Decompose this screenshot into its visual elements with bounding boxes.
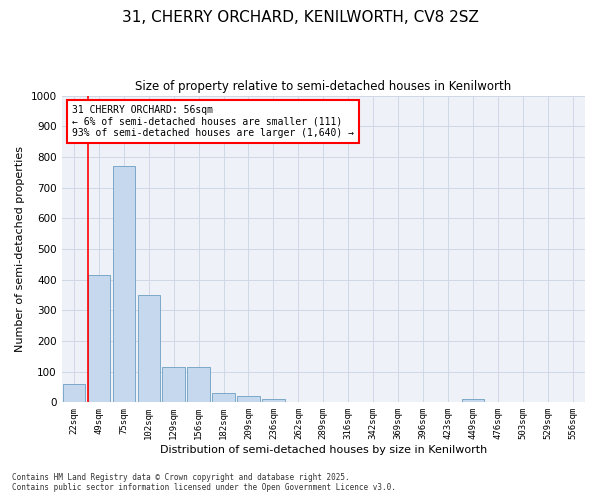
Bar [88, 275, 110, 402]
Bar [237, 396, 260, 402]
Text: 31, CHERRY ORCHARD, KENILWORTH, CV8 2SZ: 31, CHERRY ORCHARD, KENILWORTH, CV8 2SZ [122, 10, 478, 25]
Bar [262, 400, 284, 402]
X-axis label: Distribution of semi-detached houses by size in Kenilworth: Distribution of semi-detached houses by … [160, 445, 487, 455]
Text: Contains HM Land Registry data © Crown copyright and database right 2025.
Contai: Contains HM Land Registry data © Crown c… [12, 473, 396, 492]
Bar [63, 384, 85, 402]
Title: Size of property relative to semi-detached houses in Kenilworth: Size of property relative to semi-detach… [135, 80, 511, 93]
Bar [113, 166, 135, 402]
Bar [163, 367, 185, 402]
Bar [212, 393, 235, 402]
Bar [187, 367, 210, 402]
Text: 31 CHERRY ORCHARD: 56sqm
← 6% of semi-detached houses are smaller (111)
93% of s: 31 CHERRY ORCHARD: 56sqm ← 6% of semi-de… [72, 105, 354, 138]
Y-axis label: Number of semi-detached properties: Number of semi-detached properties [15, 146, 25, 352]
Bar [461, 400, 484, 402]
Bar [137, 295, 160, 403]
